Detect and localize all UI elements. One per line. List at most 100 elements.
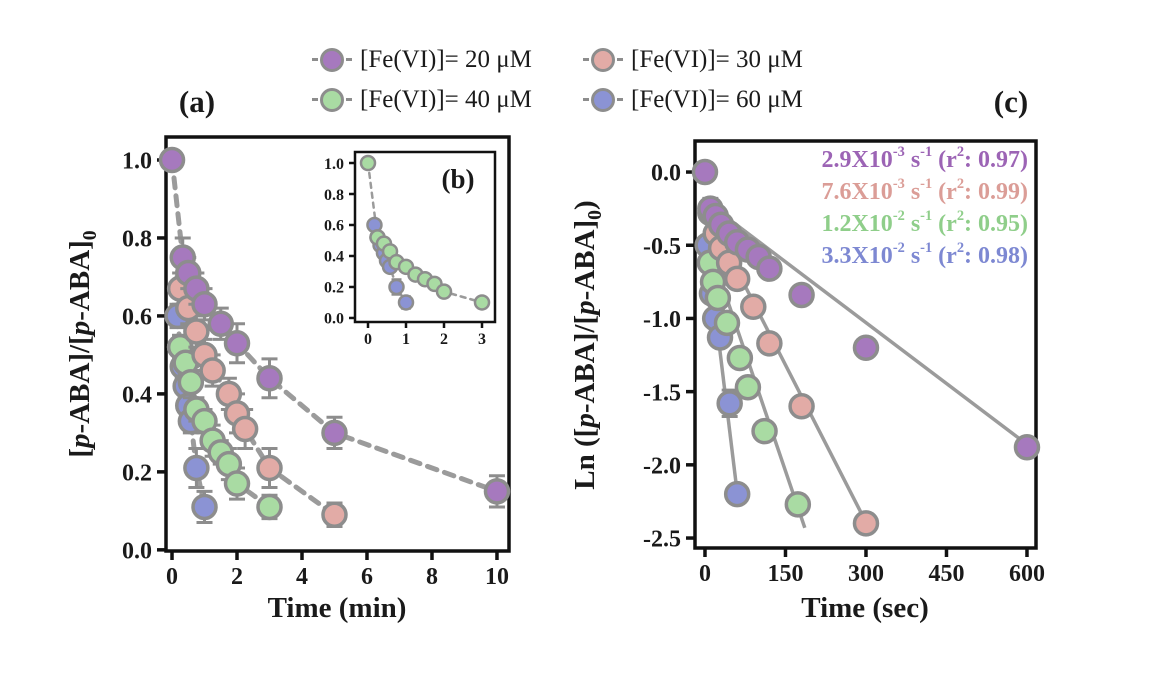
data-point-fe20 bbox=[691, 158, 719, 186]
exponent: -1 bbox=[920, 175, 933, 192]
data-point-fe60 bbox=[716, 390, 743, 417]
y-tick-label: 0.2 bbox=[122, 461, 152, 487]
ylabel-segment: -ABA]/[ bbox=[569, 314, 601, 414]
data-point-fe40 bbox=[177, 368, 205, 396]
legend-item-fe40: [Fe(VI)]= 40 μM bbox=[312, 86, 532, 113]
y-tick-label: -2.0 bbox=[643, 453, 681, 479]
panel-c-y-axis-title: Ln ([p-ABA]/[p-ABA]0) bbox=[567, 145, 606, 545]
panel-c-x-axis-title: Time (sec) bbox=[801, 592, 929, 624]
data-point-fe20 bbox=[788, 281, 815, 309]
exponent: -2 bbox=[892, 239, 905, 256]
inset_b-y-ticks: 0.0 0.2 0.4 0.6 0.8 1.0 bbox=[324, 156, 355, 328]
circle-marker-icon bbox=[320, 88, 344, 112]
data-point-fe40 bbox=[713, 309, 741, 337]
x-tick-label: 6 bbox=[361, 564, 373, 590]
rate-annotation-fe40: 1.2X10-2 s-1 (r2: 0.95) bbox=[760, 208, 1028, 240]
data-point-fe30 bbox=[756, 330, 783, 357]
data-point-fe40 bbox=[784, 491, 812, 518]
data-point-fe30 bbox=[199, 357, 226, 384]
data-point-fe60 bbox=[397, 294, 415, 311]
exponent: -1 bbox=[920, 207, 933, 224]
data-point-fe30 bbox=[256, 454, 283, 482]
panel_c-y-ticks: 0.0 -0.5 -1.0 -1.5 -2.0 -2.5 bbox=[643, 161, 695, 553]
data-point-fe20 bbox=[756, 255, 783, 282]
data-point-fe40 bbox=[726, 344, 754, 372]
exponent: -1 bbox=[920, 143, 933, 160]
ylabel-segment: -ABA] bbox=[569, 219, 601, 301]
data-point-fe40 bbox=[435, 283, 453, 300]
panel_c-plot: 0 150 300 450 600 0.0 -0.5 -1.0 -1.5 -2.0 -2.5 bbox=[643, 139, 1045, 587]
circle-marker-icon bbox=[591, 48, 615, 72]
y-tick-label: 0.8 bbox=[122, 227, 152, 253]
legend-item-fe60: [Fe(VI)]= 60 μM bbox=[583, 86, 803, 113]
exponent: 2 bbox=[956, 175, 965, 192]
ylabel-segment: [ bbox=[64, 448, 96, 458]
panel-c-label: (c) bbox=[993, 84, 1029, 119]
data-point-fe20 bbox=[483, 478, 511, 505]
series-points-fe20 bbox=[158, 146, 511, 509]
data-point-fe60 bbox=[183, 454, 210, 482]
ylabel-segment: Ln ([ bbox=[569, 427, 601, 490]
data-point-fe30 bbox=[321, 501, 348, 528]
data-point-fe20 bbox=[207, 310, 235, 337]
x-tick-label: 0 bbox=[364, 331, 372, 348]
legend-label: [Fe(VI)]= 40 μM bbox=[360, 86, 532, 113]
panel_c-x-ticks: 0 150 300 450 600 bbox=[699, 548, 1045, 587]
rate-annotation-fe60: 3.3X10-2 s-1 (r2: 0.98) bbox=[760, 240, 1028, 272]
y-tick-label: 1.0 bbox=[122, 149, 152, 175]
y-tick-label: 0.0 bbox=[324, 311, 344, 328]
y-tick-label: 0.0 bbox=[122, 538, 152, 564]
panel_a-x-ticks: 0 2 4 6 8 10 bbox=[166, 551, 509, 590]
legend-marker bbox=[583, 47, 623, 73]
exponent: -3 bbox=[892, 143, 905, 160]
legend-item-fe20: [Fe(VI)]= 20 μM bbox=[312, 46, 532, 73]
inset_b-x-ticks: 0 1 2 3 bbox=[364, 322, 486, 348]
data-point-fe40 bbox=[704, 284, 732, 312]
series-points-fe40 bbox=[696, 249, 812, 518]
x-tick-label: 600 bbox=[1009, 561, 1045, 587]
rate-text: 7.6X10 bbox=[821, 179, 893, 205]
circle-marker-icon bbox=[320, 48, 344, 72]
rate-text: 2.9X10 bbox=[821, 147, 893, 173]
data-point-fe20 bbox=[1013, 434, 1041, 461]
rate-text: (r bbox=[932, 147, 957, 173]
x-tick-label: 4 bbox=[296, 564, 308, 590]
data-point-fe20 bbox=[852, 334, 880, 361]
ylabel-subscript-zero: 0 bbox=[583, 209, 606, 220]
rate-text: 1.2X10 bbox=[821, 211, 893, 237]
data-point-fe30 bbox=[723, 265, 751, 293]
x-tick-label: 2 bbox=[231, 564, 243, 590]
y-tick-label: 0.6 bbox=[324, 218, 344, 235]
rate-text: (r bbox=[932, 243, 957, 269]
rate-annotation-fe30: 7.6X10-3 s-1 (r2: 0.99) bbox=[760, 176, 1028, 208]
ylabel-italic-p: p bbox=[64, 433, 96, 449]
series-points-fe20 bbox=[691, 158, 1041, 461]
data-point-fe30 bbox=[740, 293, 767, 320]
series-line-fe30 bbox=[177, 286, 337, 518]
panel-b-label: (b) bbox=[441, 164, 475, 194]
data-point-fe20 bbox=[191, 290, 218, 318]
y-tick-label: 0.2 bbox=[324, 280, 344, 297]
data-point-fe40 bbox=[751, 417, 778, 445]
legend-label: [Fe(VI)]= 20 μM bbox=[360, 46, 532, 73]
y-tick-label: -1.5 bbox=[643, 380, 681, 406]
panel-a-label: (a) bbox=[178, 84, 216, 119]
x-tick-label: 450 bbox=[928, 561, 964, 587]
exponent: 2 bbox=[956, 239, 965, 256]
x-tick-label: 150 bbox=[767, 561, 803, 587]
panel_a-y-ticks: 0.0 0.2 0.4 0.6 0.8 1.0 bbox=[122, 149, 166, 564]
data-point-fe30 bbox=[788, 393, 815, 420]
rate-text: (r bbox=[932, 179, 957, 205]
x-tick-label: 0 bbox=[166, 564, 178, 590]
data-point-fe60 bbox=[388, 278, 405, 296]
exponent: 2 bbox=[956, 143, 965, 160]
panel-a-x-axis-title: Time (min) bbox=[267, 592, 407, 624]
rate-text: s bbox=[904, 243, 921, 269]
rate-constant-annotations: 2.9X10-3 s-1 (r2: 0.97) 7.6X10-3 s-1 (r2… bbox=[760, 144, 1028, 272]
y-tick-label: -1.0 bbox=[643, 307, 681, 333]
y-tick-label: -0.5 bbox=[643, 234, 681, 260]
ylabel-segment: -ABA] bbox=[64, 240, 96, 321]
ylabel-italic-p: p bbox=[64, 320, 96, 336]
data-point-fe20 bbox=[158, 146, 186, 174]
